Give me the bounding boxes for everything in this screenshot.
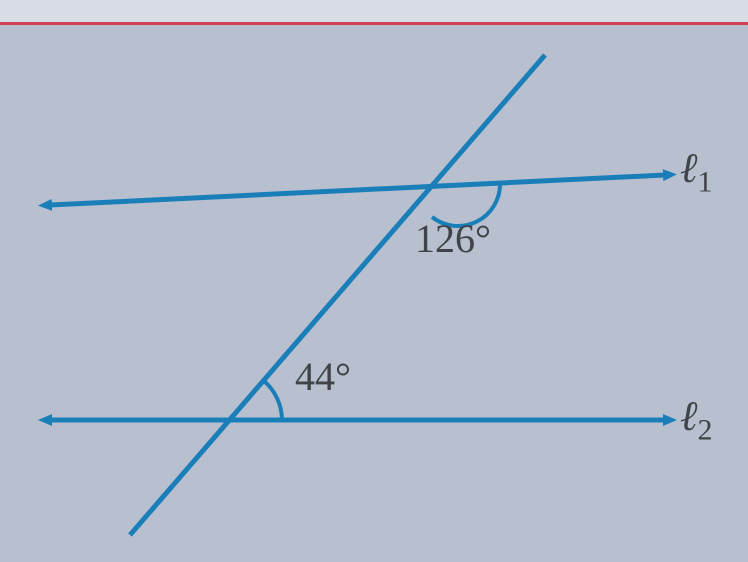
angle-arc-44 [264,381,282,420]
angle-126-label: 126° [415,215,491,262]
line-2-symbol: ℓ [680,394,698,440]
line-1-label: ℓ1 [680,145,713,199]
angle-44-label: 44° [295,353,351,400]
line-1-subscript: 1 [698,165,713,198]
line-1-symbol: ℓ [680,146,698,192]
line-2-subscript: 2 [698,413,713,446]
parallel-line-1 [50,175,665,205]
line-2-label: ℓ2 [680,393,713,447]
transversal-line [130,55,545,535]
geometry-diagram [0,0,748,562]
